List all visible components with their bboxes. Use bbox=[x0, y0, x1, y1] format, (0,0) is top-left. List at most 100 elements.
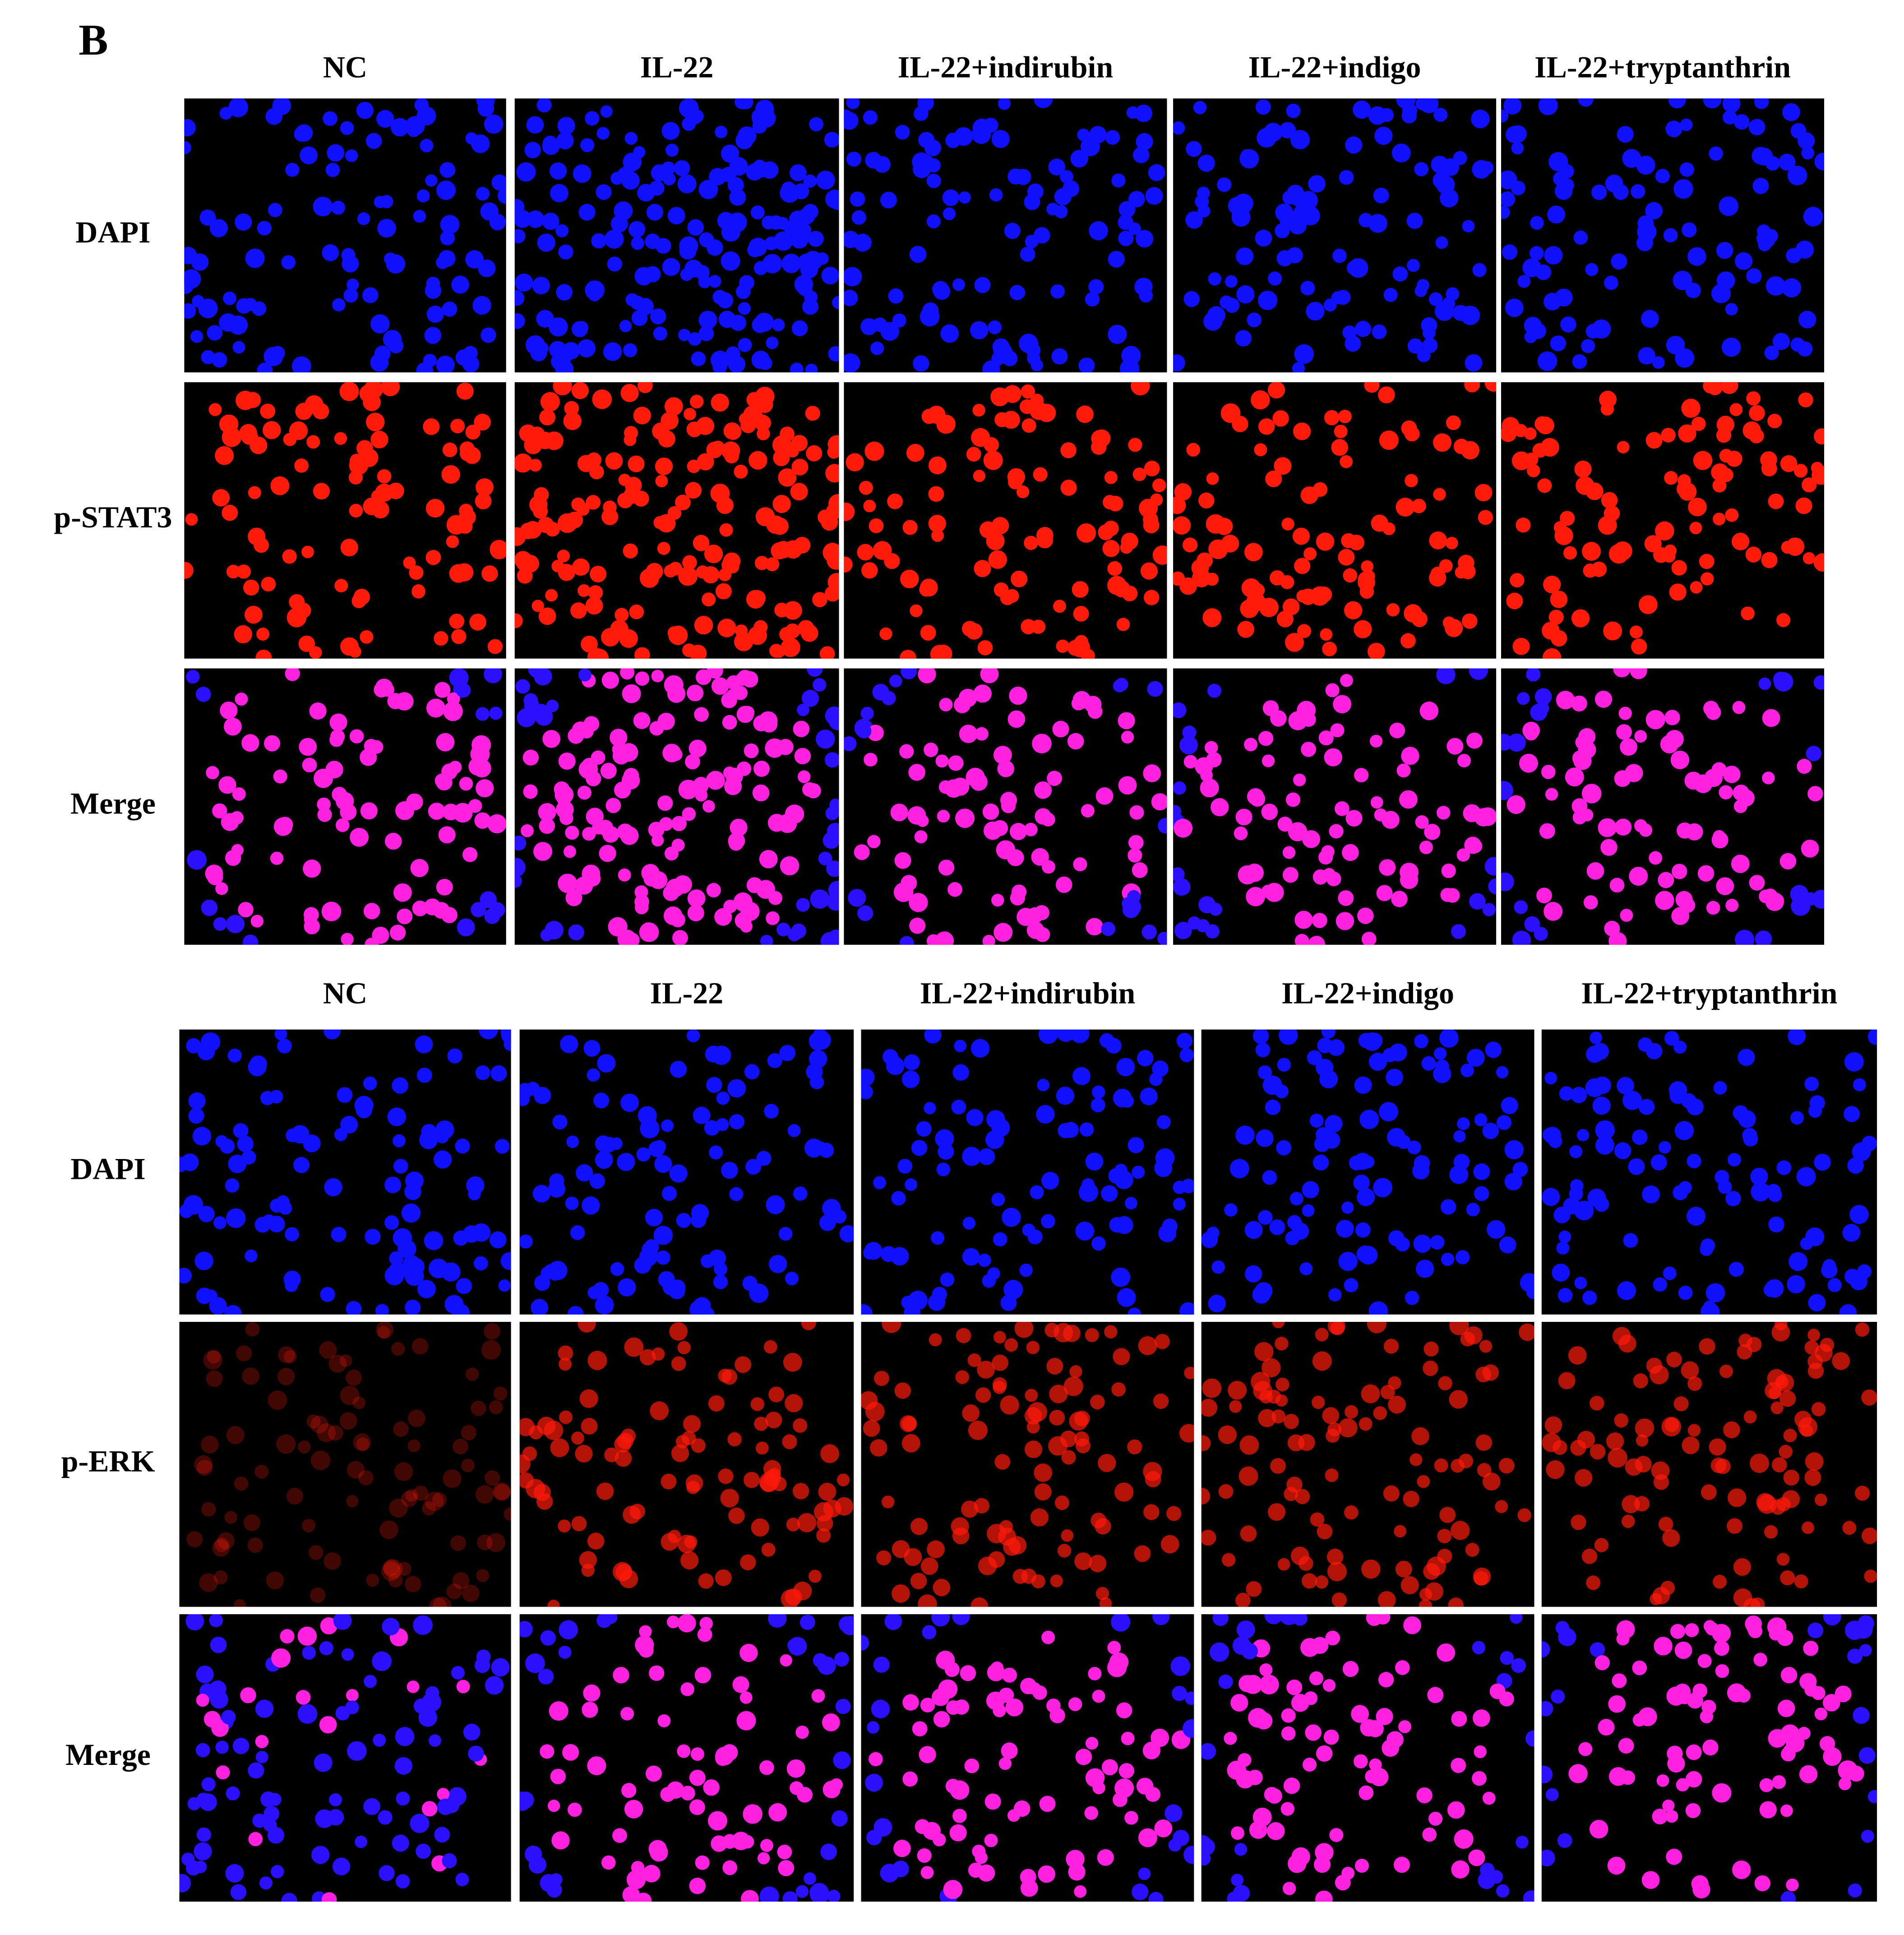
nucleus bbox=[677, 1744, 691, 1758]
nucleus bbox=[1847, 1157, 1864, 1174]
nucleus bbox=[1620, 909, 1633, 922]
nucleus bbox=[1755, 930, 1772, 945]
nucleus bbox=[405, 1299, 421, 1315]
nucleus bbox=[1421, 1056, 1436, 1071]
nucleus bbox=[214, 1538, 229, 1552]
nucleus bbox=[1462, 613, 1478, 629]
nucleus bbox=[1439, 1029, 1459, 1048]
nucleus bbox=[1355, 321, 1372, 337]
nucleus bbox=[935, 931, 954, 945]
nucleus bbox=[1585, 323, 1601, 339]
nucleus bbox=[863, 1246, 877, 1260]
nucleus bbox=[1678, 1181, 1692, 1195]
nucleus bbox=[1014, 1321, 1034, 1338]
nucleus bbox=[1154, 1819, 1173, 1838]
nucleus bbox=[1675, 348, 1695, 368]
nucleus bbox=[886, 1057, 905, 1075]
nucleus bbox=[388, 1498, 408, 1518]
nucleus bbox=[489, 707, 503, 720]
nucleus bbox=[1790, 123, 1807, 139]
nucleus bbox=[550, 1438, 569, 1457]
nucleus bbox=[1523, 1890, 1534, 1902]
nucleus bbox=[327, 144, 345, 162]
nucleus bbox=[918, 132, 935, 148]
nucleus bbox=[1235, 808, 1252, 826]
nucleus bbox=[621, 771, 640, 790]
nucleus bbox=[314, 768, 333, 788]
nucleus bbox=[595, 1295, 614, 1315]
nucleus bbox=[1136, 230, 1154, 248]
nucleus bbox=[416, 189, 430, 203]
cells bbox=[186, 668, 506, 945]
nucleus bbox=[1706, 901, 1720, 915]
nucleus bbox=[974, 277, 991, 293]
nucleus bbox=[1862, 1528, 1877, 1544]
nucleus bbox=[940, 324, 959, 343]
nucleus bbox=[1316, 1127, 1331, 1142]
nucleus bbox=[1679, 162, 1694, 177]
nucleus bbox=[634, 267, 653, 286]
nucleus bbox=[586, 771, 601, 786]
nucleus bbox=[1733, 799, 1747, 813]
nucleus bbox=[1339, 170, 1354, 185]
nucleus bbox=[1074, 635, 1088, 649]
nucleus bbox=[1677, 481, 1692, 497]
nucleus bbox=[894, 1382, 911, 1399]
nucleus bbox=[1316, 586, 1332, 603]
nucleus bbox=[983, 118, 998, 133]
nucleus bbox=[450, 1535, 466, 1551]
nucleus bbox=[932, 1833, 946, 1847]
nucleus bbox=[1512, 930, 1531, 945]
nucleus bbox=[1719, 467, 1733, 482]
nucleus bbox=[1798, 310, 1816, 328]
nucleus bbox=[955, 808, 975, 828]
nucleus bbox=[1722, 98, 1741, 113]
nucleus bbox=[1752, 178, 1769, 194]
nucleus bbox=[1556, 1241, 1570, 1255]
nucleus bbox=[432, 1597, 452, 1607]
micrograph bbox=[184, 382, 506, 659]
nucleus bbox=[1482, 1122, 1499, 1139]
nucleus bbox=[1041, 1630, 1055, 1644]
nucleus bbox=[738, 338, 752, 352]
nucleus bbox=[1034, 1483, 1052, 1501]
nucleus bbox=[746, 590, 765, 609]
nucleus bbox=[975, 727, 989, 741]
nucleus bbox=[652, 1140, 666, 1154]
nucleus bbox=[1254, 443, 1267, 457]
nucleus bbox=[1439, 559, 1453, 573]
nucleus bbox=[821, 267, 839, 285]
nucleus bbox=[1158, 1224, 1177, 1242]
nucleus bbox=[285, 1279, 298, 1292]
nucleus bbox=[1088, 1667, 1102, 1681]
nucleus bbox=[639, 922, 659, 942]
nucleus bbox=[1196, 919, 1210, 933]
nucleus bbox=[1446, 738, 1464, 755]
nucleus bbox=[694, 616, 713, 635]
nucleus bbox=[1286, 247, 1303, 263]
image-background bbox=[1173, 98, 1497, 373]
nucleus bbox=[453, 1438, 469, 1455]
nucleus bbox=[1048, 1436, 1068, 1456]
nucleus bbox=[924, 1029, 942, 1044]
nucleus bbox=[1447, 1801, 1465, 1819]
nucleus bbox=[1574, 460, 1592, 478]
nucleus bbox=[212, 352, 227, 368]
nucleus bbox=[1079, 1122, 1094, 1137]
nucleus bbox=[366, 412, 385, 432]
nucleus bbox=[573, 164, 592, 183]
nucleus bbox=[1262, 1170, 1277, 1185]
nucleus bbox=[968, 1862, 984, 1878]
nucleus bbox=[991, 129, 1010, 148]
nucleus bbox=[333, 1614, 352, 1630]
nucleus bbox=[861, 562, 878, 579]
nucleus bbox=[1173, 702, 1187, 718]
nucleus bbox=[1207, 306, 1226, 324]
nucleus bbox=[1755, 148, 1773, 166]
nucleus bbox=[1105, 130, 1120, 145]
nucleus bbox=[570, 1225, 585, 1240]
nucleus bbox=[650, 1401, 669, 1421]
nucleus bbox=[704, 1120, 720, 1136]
nucleus bbox=[298, 635, 315, 652]
nucleus bbox=[234, 1476, 249, 1491]
